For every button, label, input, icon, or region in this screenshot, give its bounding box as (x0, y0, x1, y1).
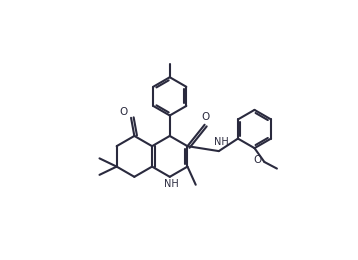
Text: NH: NH (164, 179, 178, 190)
Text: NH: NH (214, 137, 229, 147)
Text: O: O (254, 155, 262, 165)
Text: O: O (119, 107, 127, 117)
Text: O: O (201, 113, 209, 122)
